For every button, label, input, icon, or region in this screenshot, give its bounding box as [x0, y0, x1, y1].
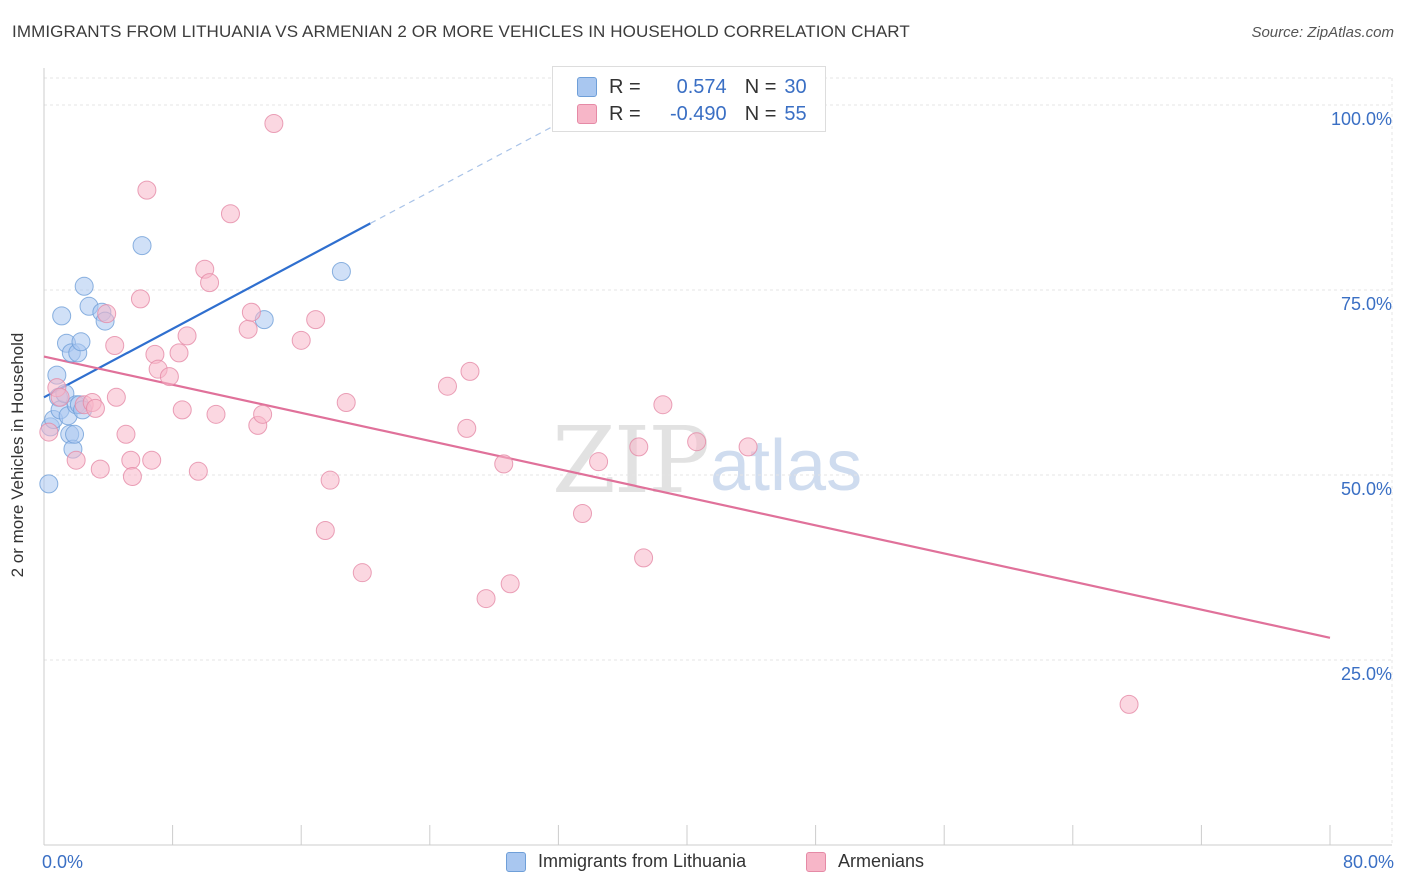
point-s0-25	[331, 262, 351, 281]
y-tick-label-2: 75.0%	[1341, 294, 1392, 314]
point-s1-20	[169, 343, 189, 363]
point-s1-27	[220, 204, 240, 224]
point-s1-36	[320, 470, 340, 490]
point-s1-51	[738, 437, 758, 457]
trend-lines	[43, 122, 1331, 639]
point-s1-2	[50, 387, 70, 407]
point-s1-21	[172, 400, 192, 420]
data-points	[39, 114, 1139, 714]
legend-item-armenians[interactable]: Armenians	[806, 851, 924, 872]
point-s1-39	[437, 376, 457, 396]
point-s0-6	[52, 306, 72, 326]
y-tick-label-0: 25.0%	[1341, 664, 1392, 684]
point-s1-9	[105, 336, 125, 355]
point-s1-43	[494, 454, 514, 474]
legend-n-value: 55	[784, 102, 807, 125]
point-s1-44	[500, 574, 520, 594]
legend-r-label: R =	[609, 102, 641, 125]
legend-item-lithuania[interactable]: Immigrants from Lithuania	[506, 851, 746, 872]
legend-swatch-lithuania	[577, 77, 597, 97]
point-s1-41	[460, 361, 480, 381]
legend-n-label: N =	[744, 102, 777, 125]
point-s1-28	[238, 319, 258, 339]
legend-n-value: 30	[784, 75, 807, 98]
point-s1-49	[653, 395, 673, 415]
point-s0-23	[132, 236, 152, 256]
watermark-atlas: atlas	[710, 426, 862, 506]
legend-r-label: R =	[609, 75, 641, 98]
watermark-zip: ZIP	[552, 407, 708, 514]
point-s1-48	[634, 548, 654, 568]
point-s1-15	[137, 180, 157, 200]
point-s1-12	[121, 450, 141, 470]
legend-r-value: 0.574	[676, 75, 727, 98]
legend-swatch-armenians	[806, 851, 826, 872]
x-tick-label-max: 80.0%	[1342, 852, 1394, 872]
point-s1-34	[306, 310, 326, 330]
point-s1-13	[122, 466, 142, 486]
point-s1-25	[200, 273, 220, 293]
trend-line-extension-0	[370, 122, 559, 224]
point-s0-0	[39, 474, 59, 494]
point-s1-10	[106, 387, 126, 407]
point-s1-22	[177, 326, 197, 346]
point-s1-45	[573, 503, 593, 523]
point-s0-19	[74, 276, 94, 296]
point-s1-33	[291, 330, 311, 350]
y-tick-label-1: 50.0%	[1341, 479, 1392, 499]
legend-swatch-armenians	[577, 104, 597, 124]
point-s1-32	[264, 114, 284, 133]
legend-n-label: N =	[744, 75, 777, 98]
point-s1-37	[336, 392, 356, 412]
point-s1-35	[315, 521, 335, 540]
point-s1-3	[66, 450, 86, 470]
trend-line-1	[43, 355, 1331, 639]
point-s1-29	[241, 302, 261, 322]
y-tick-labels: 25.0% 50.0% 75.0% 100.0%	[1331, 109, 1392, 684]
legend-swatch-lithuania	[506, 851, 526, 872]
point-s1-14	[130, 289, 150, 309]
correlation-legend: R = 0.574 N = 30 R = -0.490 N = 55	[552, 66, 826, 132]
legend-label-armenians: Armenians	[838, 851, 925, 871]
point-s1-19	[159, 367, 179, 387]
chart-title: IMMIGRANTS FROM LITHUANIA VS ARMENIAN 2 …	[12, 22, 910, 41]
point-s1-50	[687, 432, 707, 452]
point-s1-6	[85, 398, 105, 418]
legend-row-armenians: R = -0.490 N = 55	[577, 101, 807, 127]
point-s1-46	[589, 452, 609, 472]
point-s1-23	[188, 461, 208, 481]
legend-label-lithuania: Immigrants from Lithuania	[538, 851, 747, 871]
point-s1-38	[352, 563, 372, 583]
point-s0-13	[65, 424, 85, 444]
point-s1-47	[629, 437, 649, 457]
point-s1-8	[97, 304, 117, 324]
legend-r-value: -0.490	[669, 102, 727, 125]
point-s1-16	[142, 450, 162, 470]
series-legend: Immigrants from Lithuania Armenians	[0, 851, 1406, 877]
point-s1-40	[457, 418, 477, 438]
y-tick-label-3: 100.0%	[1331, 109, 1392, 129]
point-s1-42	[476, 589, 496, 609]
point-s0-17	[71, 332, 91, 352]
y-axis-label: 2 or more Vehicles in Household	[8, 332, 27, 578]
axes	[43, 68, 1392, 846]
point-s1-26	[206, 404, 226, 424]
chart-source: Source: ZipAtlas.com	[1251, 24, 1394, 41]
point-s1-11	[116, 424, 136, 444]
point-s1-7	[90, 459, 110, 479]
point-s1-0	[39, 422, 59, 442]
legend-row-lithuania: R = 0.574 N = 30	[577, 74, 807, 100]
point-s1-52	[1119, 694, 1139, 714]
x-tick-label-min: 0.0%	[42, 852, 84, 872]
point-s1-31	[253, 404, 273, 424]
